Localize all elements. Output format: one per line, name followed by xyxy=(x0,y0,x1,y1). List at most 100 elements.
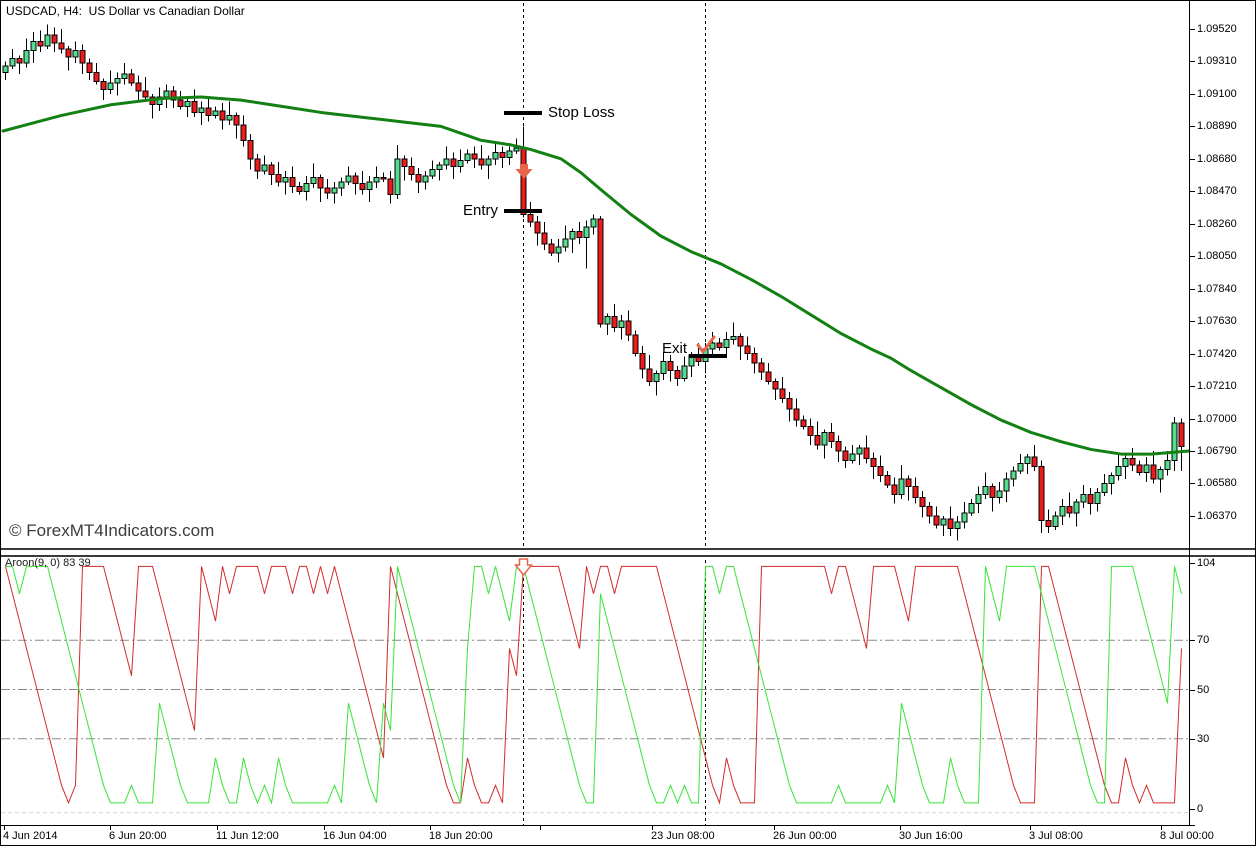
time-axis-label: 23 Jun 08:00 xyxy=(651,830,715,842)
candle-body xyxy=(758,362,765,373)
time-axis-tick xyxy=(1161,826,1162,830)
candle-body xyxy=(632,334,639,355)
candle-body xyxy=(1178,422,1185,447)
candle-body xyxy=(9,57,16,67)
candle-body xyxy=(387,178,394,195)
price-axis-label: 1.09100 xyxy=(1197,88,1237,100)
candle-body xyxy=(142,90,149,98)
candle-body xyxy=(926,506,933,517)
indicator-axis-tick xyxy=(1190,563,1195,564)
indicator-canvas[interactable] xyxy=(1,554,1189,825)
candle-body xyxy=(1122,458,1129,467)
candle-body xyxy=(310,176,317,185)
candle-body xyxy=(877,465,884,477)
price-axis-tick xyxy=(1190,289,1195,290)
candle-body xyxy=(555,246,562,254)
candle-body xyxy=(380,176,387,180)
candle-body xyxy=(520,147,527,215)
checkmark-icon xyxy=(696,335,716,354)
candle-body xyxy=(821,431,828,446)
time-axis-label: 3 Jul 08:00 xyxy=(1029,830,1083,842)
candle-body xyxy=(373,176,380,183)
indicator-axis-label: 104 xyxy=(1197,557,1216,569)
candle-body xyxy=(940,518,947,526)
candle-body xyxy=(408,166,415,175)
candle-body xyxy=(1101,482,1108,494)
candle-body xyxy=(590,218,597,228)
candle-body xyxy=(807,425,814,437)
candle-body xyxy=(205,107,212,117)
candle-body xyxy=(870,458,877,467)
price-axis-tick xyxy=(1190,419,1195,420)
candle-body xyxy=(583,226,590,239)
price-axis-tick xyxy=(1190,94,1195,95)
candle-body xyxy=(317,176,324,189)
candle-body xyxy=(359,183,366,191)
candle-body xyxy=(23,50,30,64)
candle-body xyxy=(611,316,618,328)
indicator-axis-label: 70 xyxy=(1197,634,1210,646)
price-axis-tick xyxy=(1190,61,1195,62)
candle-body xyxy=(72,50,79,58)
indicator-axis-label: 0 xyxy=(1197,803,1204,815)
candle-body xyxy=(240,124,247,141)
price-axis-tick xyxy=(1190,451,1195,452)
candle-body xyxy=(1017,462,1024,472)
price-axis-label: 1.06370 xyxy=(1197,510,1237,522)
price-axis-tick xyxy=(1190,29,1195,30)
candle-body xyxy=(674,370,681,379)
candle-body xyxy=(58,42,65,50)
candle-body xyxy=(247,139,254,160)
candle-body xyxy=(93,71,100,83)
candle-body xyxy=(219,110,226,121)
candle-body xyxy=(751,353,758,364)
candle-body xyxy=(1171,422,1178,461)
candle-body xyxy=(1003,478,1010,492)
candle-body xyxy=(884,475,891,486)
candle-body xyxy=(646,368,653,382)
chart-title: USDCAD, H4: US Dollar vs Canadian Dollar xyxy=(6,4,245,18)
candle-body xyxy=(786,397,793,410)
candle-body xyxy=(289,176,296,188)
candle-body xyxy=(639,353,646,370)
price-axis-tick xyxy=(1190,516,1195,517)
main-chart-canvas[interactable] xyxy=(1,1,1189,551)
candle-body xyxy=(184,101,191,107)
price-axis-label: 1.07210 xyxy=(1197,380,1237,392)
candle-body xyxy=(1143,464,1150,474)
candle-body xyxy=(898,478,905,495)
candle-body xyxy=(352,175,359,185)
price-axis-label: 1.06580 xyxy=(1197,477,1237,489)
candle-body xyxy=(681,365,688,379)
price-axis-label: 1.08260 xyxy=(1197,218,1237,230)
candle-body xyxy=(1045,520,1052,528)
candle-body xyxy=(597,218,604,325)
candle-body xyxy=(1108,475,1115,484)
candle-body xyxy=(604,316,611,325)
candle-body xyxy=(86,62,93,73)
price-axis-tick xyxy=(1190,191,1195,192)
candle-body xyxy=(401,158,408,168)
candle-body xyxy=(492,152,499,160)
candle-body xyxy=(1157,469,1164,480)
candle-body xyxy=(842,450,849,461)
candle-body xyxy=(1080,493,1087,503)
candle-body xyxy=(534,221,541,234)
candle-body xyxy=(947,518,954,529)
candle-body xyxy=(765,371,772,382)
candle-body xyxy=(1052,515,1059,528)
panel-divider[interactable] xyxy=(1,548,1255,557)
candle-body xyxy=(856,447,863,455)
candle-body xyxy=(198,107,205,113)
price-axis-label: 1.09310 xyxy=(1197,55,1237,67)
candle-body xyxy=(828,431,835,443)
candle-body xyxy=(1115,465,1122,477)
candle-body xyxy=(562,238,569,248)
price-axis-tick xyxy=(1190,386,1195,387)
watermark: © ForexMT4Indicators.com xyxy=(9,521,215,540)
time-axis-label: 11 Jun 12:00 xyxy=(216,830,279,842)
exit-label: Exit xyxy=(661,340,687,357)
time-axis-label: 8 Jul 00:00 xyxy=(1160,830,1214,842)
candle-body xyxy=(37,40,44,47)
candle-body xyxy=(443,158,450,166)
